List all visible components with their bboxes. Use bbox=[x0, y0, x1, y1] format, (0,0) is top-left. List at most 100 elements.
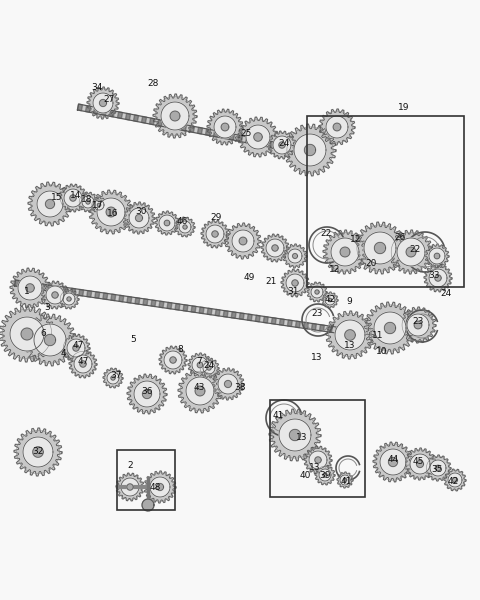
Polygon shape bbox=[225, 223, 261, 259]
Text: 18: 18 bbox=[81, 196, 93, 205]
Polygon shape bbox=[397, 238, 425, 266]
Polygon shape bbox=[434, 253, 440, 259]
Polygon shape bbox=[52, 292, 58, 298]
Bar bbox=[270, 400, 365, 497]
Polygon shape bbox=[173, 122, 179, 130]
Polygon shape bbox=[127, 296, 132, 303]
Polygon shape bbox=[46, 199, 55, 209]
Polygon shape bbox=[31, 283, 36, 289]
Polygon shape bbox=[294, 134, 326, 166]
Polygon shape bbox=[364, 232, 396, 264]
Bar bbox=[117, 450, 175, 510]
Polygon shape bbox=[87, 290, 92, 297]
Text: 14: 14 bbox=[70, 191, 82, 199]
Polygon shape bbox=[283, 244, 307, 268]
Polygon shape bbox=[144, 471, 176, 503]
Polygon shape bbox=[239, 313, 244, 319]
Polygon shape bbox=[74, 355, 92, 373]
Polygon shape bbox=[374, 242, 385, 254]
Polygon shape bbox=[303, 322, 308, 329]
Polygon shape bbox=[188, 353, 212, 377]
Polygon shape bbox=[77, 104, 311, 155]
Text: 33: 33 bbox=[428, 271, 440, 280]
Polygon shape bbox=[253, 138, 259, 145]
Polygon shape bbox=[343, 478, 347, 482]
Polygon shape bbox=[269, 409, 321, 461]
Polygon shape bbox=[307, 282, 327, 302]
Polygon shape bbox=[24, 314, 76, 366]
Polygon shape bbox=[207, 366, 211, 370]
Polygon shape bbox=[197, 362, 203, 368]
Polygon shape bbox=[192, 357, 208, 373]
Text: 27: 27 bbox=[103, 95, 115, 104]
Polygon shape bbox=[212, 368, 244, 400]
Polygon shape bbox=[97, 203, 101, 207]
Text: 28: 28 bbox=[147, 79, 159, 88]
Polygon shape bbox=[424, 264, 452, 292]
Polygon shape bbox=[203, 362, 215, 374]
Polygon shape bbox=[159, 215, 175, 231]
Polygon shape bbox=[103, 368, 123, 388]
Polygon shape bbox=[18, 276, 42, 300]
Polygon shape bbox=[94, 200, 104, 210]
Polygon shape bbox=[231, 312, 236, 318]
Polygon shape bbox=[201, 220, 229, 248]
Polygon shape bbox=[14, 280, 20, 287]
Text: 31: 31 bbox=[287, 286, 299, 295]
Polygon shape bbox=[400, 307, 436, 343]
Text: 25: 25 bbox=[240, 128, 252, 137]
Polygon shape bbox=[157, 119, 163, 126]
Polygon shape bbox=[190, 126, 194, 133]
Polygon shape bbox=[167, 302, 172, 309]
Polygon shape bbox=[286, 145, 290, 151]
Polygon shape bbox=[315, 457, 321, 463]
Text: 45: 45 bbox=[412, 457, 424, 467]
Polygon shape bbox=[331, 238, 359, 266]
Polygon shape bbox=[111, 376, 115, 380]
Polygon shape bbox=[71, 288, 76, 295]
Polygon shape bbox=[315, 290, 319, 294]
Text: 34: 34 bbox=[91, 82, 103, 91]
Polygon shape bbox=[59, 289, 79, 309]
Text: 23: 23 bbox=[412, 317, 424, 326]
Polygon shape bbox=[254, 133, 262, 141]
Polygon shape bbox=[134, 381, 160, 407]
Polygon shape bbox=[151, 300, 156, 307]
Polygon shape bbox=[45, 334, 56, 346]
Polygon shape bbox=[26, 284, 34, 292]
Text: 42: 42 bbox=[324, 295, 336, 304]
Text: 48: 48 bbox=[149, 482, 161, 491]
Polygon shape bbox=[315, 465, 335, 485]
Text: 35: 35 bbox=[431, 464, 443, 473]
Polygon shape bbox=[73, 345, 79, 351]
Polygon shape bbox=[312, 323, 316, 330]
Polygon shape bbox=[374, 312, 406, 344]
Polygon shape bbox=[116, 473, 144, 501]
Text: 44: 44 bbox=[387, 455, 398, 464]
Polygon shape bbox=[309, 451, 327, 469]
Polygon shape bbox=[273, 136, 291, 154]
Polygon shape bbox=[155, 211, 179, 235]
Polygon shape bbox=[63, 293, 75, 305]
Polygon shape bbox=[107, 372, 119, 384]
Polygon shape bbox=[175, 217, 195, 237]
Text: 22: 22 bbox=[320, 229, 332, 238]
Polygon shape bbox=[47, 285, 51, 291]
Polygon shape bbox=[170, 357, 176, 363]
Text: 13: 13 bbox=[311, 353, 323, 362]
Polygon shape bbox=[37, 191, 63, 217]
Polygon shape bbox=[67, 339, 85, 357]
Polygon shape bbox=[129, 208, 149, 228]
Polygon shape bbox=[444, 469, 466, 491]
Polygon shape bbox=[212, 231, 218, 237]
Polygon shape bbox=[407, 314, 429, 336]
Text: 22: 22 bbox=[409, 245, 420, 254]
Text: 38: 38 bbox=[234, 383, 246, 391]
Polygon shape bbox=[199, 358, 219, 378]
Polygon shape bbox=[288, 320, 292, 326]
Polygon shape bbox=[91, 197, 107, 213]
Polygon shape bbox=[264, 316, 268, 323]
Polygon shape bbox=[364, 302, 416, 354]
Polygon shape bbox=[34, 324, 66, 356]
Polygon shape bbox=[135, 298, 140, 304]
